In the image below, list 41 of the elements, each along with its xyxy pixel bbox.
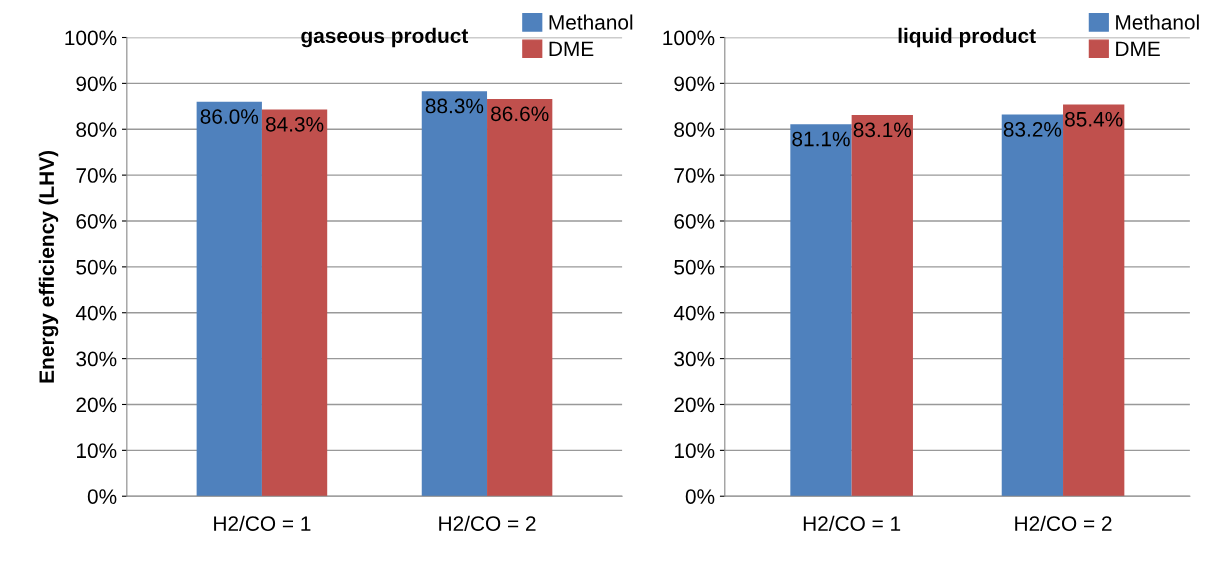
y-tick-label: 40% [673,305,715,321]
data-label: 81.1% [792,131,850,147]
y-tick-label: 0% [87,489,117,504]
data-label: 83.1% [853,122,912,138]
y-tick-label: 10% [77,443,117,459]
y-tick-label: 0% [685,489,715,504]
chart-title: liquid product [898,27,1036,48]
x-tick-label: H2/CO = 1 [214,515,311,531]
y-tick-label: 100% [65,30,117,46]
data-label: 86.0% [200,109,259,124]
y-axis-title: Energy efficiency (LHV) [38,150,59,383]
legend-label: DME [1116,41,1160,56]
data-label: 86.6% [491,106,549,122]
y-tick-label: 80% [674,122,715,137]
y-tick-label: 100% [663,30,715,46]
chart-title: gaseous product [301,27,469,48]
y-tick-label: 90% [76,76,117,92]
y-tick-label: 20% [674,397,715,413]
y-tick-label: 30% [674,351,715,367]
y-tick-label: 30% [76,351,117,367]
data-label: 83.2% [1003,122,1062,137]
y-tick-label: 40% [75,305,117,321]
y-tick-label: 60% [76,213,117,229]
y-tick-label: 50% [674,259,715,275]
y-tick-label: 70% [76,168,117,183]
data-label: 85.4% [1065,111,1123,127]
y-tick-label: 20% [76,397,117,413]
x-tick-label: H2/CO = 1 [803,515,901,531]
y-tick-label: 10% [674,443,715,459]
x-tick-label: H2/CO = 2 [439,515,536,531]
y-tick-label: 70% [674,168,715,183]
legend-label: Methanol [549,14,633,30]
x-tick-label: H2/CO = 2 [1015,515,1112,531]
y-tick-label: 90% [674,76,715,92]
y-tick-label: 50% [76,259,117,275]
legend-label: Methanol [1116,14,1199,30]
legend-label: DME [549,41,594,56]
y-tick-label: 60% [674,213,715,229]
y-tick-label: 80% [76,122,117,137]
data-label: 84.3% [265,116,324,132]
data-label: 88.3% [425,98,484,114]
